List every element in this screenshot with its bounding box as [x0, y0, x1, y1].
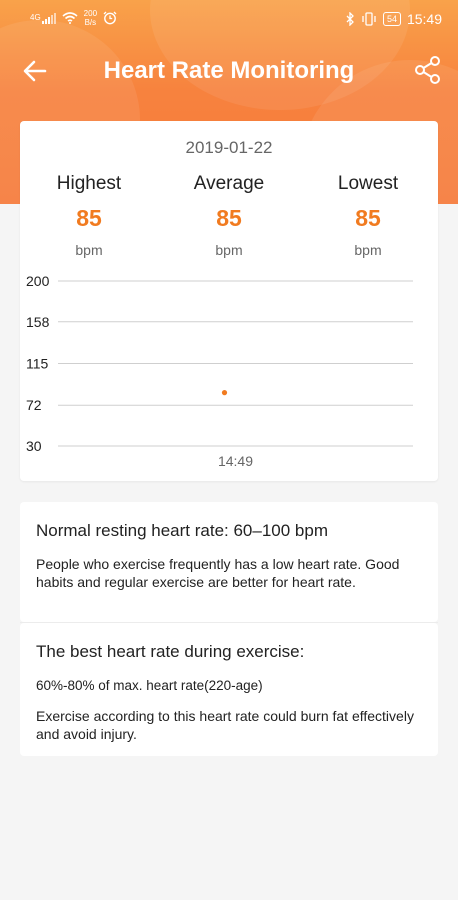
net-speed: 200 B/s	[84, 9, 97, 27]
stat-highest: Highest 85 bpm	[24, 173, 154, 258]
arrow-left-icon	[23, 60, 47, 82]
vibrate-icon	[362, 12, 376, 26]
status-time: 15:49	[406, 11, 442, 27]
stat-average-label: Average	[193, 173, 265, 194]
summary-date: 2019-01-22	[185, 138, 273, 157]
battery-indicator: 54	[382, 12, 401, 26]
net-speed-unit: B/s	[84, 18, 97, 27]
status-bar: 4G 200 B/s	[0, 0, 458, 38]
exercise-rate-title: The best heart rate during exercise:	[36, 642, 305, 661]
exercise-rate-text: Exercise according to this heart rate co…	[36, 708, 414, 742]
chart-x-tick-label: 14:49	[218, 453, 253, 469]
stat-highest-value: 85	[76, 205, 102, 231]
chart-y-tick-label: 72	[26, 397, 42, 413]
share-button[interactable]	[412, 54, 444, 86]
chart-data-point	[221, 390, 228, 396]
chart-y-tick-label: 200	[26, 273, 50, 289]
share-icon	[415, 56, 440, 84]
signal-label: 4G	[30, 12, 41, 22]
net-speed-value: 200	[83, 9, 98, 18]
signal-indicator: 4G	[30, 12, 56, 24]
stat-highest-unit: bpm	[75, 242, 103, 258]
stat-lowest-unit: bpm	[354, 242, 382, 258]
app-bar: Heart Rate Monitoring	[0, 48, 458, 94]
stat-average-value: 85	[216, 205, 242, 231]
resting-rate-info-card: Normal resting heart rate: 60–100 bpm Pe…	[20, 502, 438, 622]
heart-rate-chart: 200 158 115 72 30 14:49	[26, 273, 413, 469]
bluetooth-icon	[346, 12, 354, 26]
exercise-rate-formula: 60%-80% of max. heart rate(220-age)	[36, 678, 263, 693]
wifi-icon	[62, 12, 78, 24]
resting-rate-text: People who exercise frequently has a low…	[36, 556, 400, 590]
stat-lowest-value: 85	[355, 205, 381, 231]
exercise-rate-info-card: The best heart rate during exercise: 60%…	[20, 623, 438, 756]
resting-rate-title: Normal resting heart rate: 60–100 bpm	[36, 521, 328, 540]
chart-y-tick-label: 30	[26, 438, 42, 454]
stat-average: Average 85 bpm	[164, 173, 294, 258]
stat-lowest: Lowest 85 bpm	[303, 173, 433, 258]
stat-lowest-label: Lowest	[337, 173, 399, 194]
page-title: Heart Rate Monitoring	[103, 57, 355, 84]
alarm-icon	[103, 11, 117, 25]
stat-average-unit: bpm	[215, 242, 243, 258]
stat-highest-label: Highest	[56, 173, 122, 194]
back-button[interactable]	[20, 56, 50, 86]
chart-y-tick-label: 115	[26, 356, 49, 372]
heart-rate-summary-card: 2019-01-22 Highest 85 bpm Average 85 bpm…	[20, 121, 438, 481]
chart-y-tick-label: 158	[26, 314, 50, 330]
info-divider	[20, 622, 438, 623]
signal-icon	[41, 12, 56, 24]
